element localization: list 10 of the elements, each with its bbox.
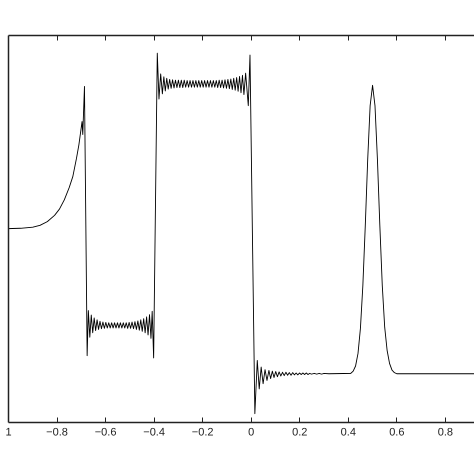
x-tick-label: 0 <box>248 426 254 438</box>
x-tick-label: 0.4 <box>340 426 356 438</box>
x-tick-label: −0.2 <box>192 426 214 438</box>
x-tick-label: 0.6 <box>389 426 404 438</box>
x-tick-label: −0.6 <box>94 426 116 438</box>
x-tick-label: 0.2 <box>292 426 308 438</box>
x-tick-label: 1 <box>5 426 12 438</box>
x-tick-label: −0.8 <box>46 426 68 438</box>
x-tick-label: −0.4 <box>143 426 165 438</box>
x-tick-label: 0.8 <box>438 426 454 438</box>
